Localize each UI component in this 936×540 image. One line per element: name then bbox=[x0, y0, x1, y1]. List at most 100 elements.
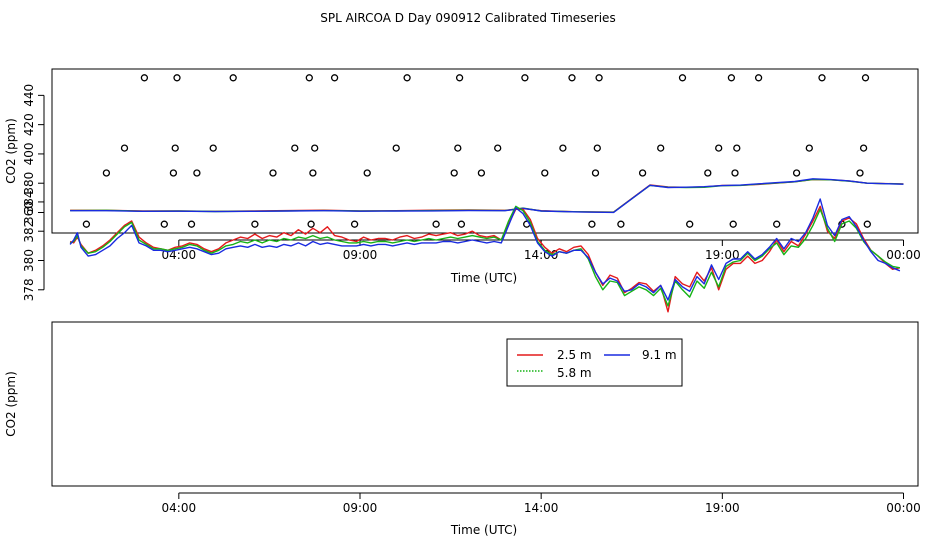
reference-marker bbox=[350, 220, 359, 228]
reference-marker bbox=[193, 169, 201, 177]
reference-marker bbox=[686, 220, 694, 228]
reference-marker bbox=[454, 144, 462, 152]
reference-marker bbox=[863, 220, 871, 228]
reference-marker bbox=[171, 144, 179, 152]
legend-box bbox=[506, 338, 683, 387]
legend-label-2-5m: 2.5 m bbox=[557, 348, 592, 362]
top-y-tick-label: 380 bbox=[22, 172, 36, 195]
reference-marker bbox=[559, 144, 567, 152]
reference-marker bbox=[593, 144, 601, 152]
reference-marker bbox=[754, 74, 763, 82]
legend-label-9-1m: 9.1 m bbox=[642, 348, 677, 362]
reference-marker bbox=[309, 169, 317, 177]
bottom-x-tick-label: 04:00 bbox=[162, 501, 197, 515]
reference-marker bbox=[120, 144, 129, 152]
reference-marker bbox=[773, 220, 781, 228]
bottom-x-tick-label: 14:00 bbox=[524, 501, 559, 515]
bottom-plot-frame bbox=[51, 321, 919, 487]
top-y-axis: 360 380 400 420 440 bbox=[22, 84, 45, 224]
top-y-tick-label: 420 bbox=[22, 113, 36, 136]
reference-marker bbox=[715, 144, 723, 152]
reference-marker bbox=[595, 74, 603, 82]
reference-marker bbox=[450, 169, 458, 177]
top-y-tick-label: 440 bbox=[22, 84, 36, 107]
top-plot-frame bbox=[51, 68, 919, 234]
top-y-tick-label: 400 bbox=[22, 142, 36, 165]
bottom-panel: 04:00 09:00 14:00 19:00 00:00 378 380 382 384 T… bbox=[4, 190, 921, 537]
top-y-tick-label: 360 bbox=[22, 201, 36, 224]
reference-marker bbox=[591, 169, 600, 177]
reference-marker bbox=[494, 144, 502, 152]
top-panel: 04:00 09:00 14:00 19:00 00:00 36038040042044… bbox=[4, 68, 921, 285]
reference-marker bbox=[102, 169, 111, 177]
top-series-group bbox=[70, 178, 904, 214]
bottom-y-label: CO2 (ppm) bbox=[4, 371, 18, 437]
bottom-y-tick-label: 380 bbox=[22, 249, 36, 272]
reference-marker bbox=[187, 220, 196, 228]
bottom-series-group bbox=[69, 198, 901, 313]
top-y-label: CO2 (ppm) bbox=[4, 118, 18, 184]
reference-marker bbox=[733, 144, 741, 152]
figure-title: SPL AIRCOA D Day 090912 Calibrated Times… bbox=[320, 11, 615, 25]
reference-marker bbox=[173, 74, 181, 82]
reference-marker bbox=[541, 169, 549, 177]
reference-marker bbox=[731, 169, 739, 177]
reference-marker bbox=[727, 74, 736, 82]
reference-marker bbox=[160, 220, 168, 228]
reference-marker bbox=[859, 144, 868, 152]
bottom-x-axis: 04:00 09:00 14:00 19:00 00:00 bbox=[162, 492, 921, 515]
reference-marker bbox=[818, 74, 826, 82]
top-marker-group bbox=[82, 74, 871, 228]
reference-marker bbox=[657, 144, 665, 152]
reference-marker bbox=[617, 220, 625, 228]
top-series-5-8-m bbox=[70, 178, 904, 213]
reference-marker bbox=[856, 169, 864, 177]
reference-marker bbox=[455, 74, 464, 82]
reference-marker bbox=[477, 169, 486, 177]
reference-marker bbox=[82, 220, 91, 228]
legend-label-5-8m: 5.8 m bbox=[557, 366, 592, 380]
top-series-2-5-m bbox=[70, 178, 904, 213]
bottom-y-axis: 378 380 382 384 bbox=[22, 190, 45, 301]
reference-marker bbox=[521, 74, 529, 82]
bottom-series-9-1-m bbox=[69, 198, 901, 301]
reference-marker bbox=[251, 220, 259, 228]
reference-marker bbox=[432, 220, 440, 228]
top-x-label: Time (UTC) bbox=[450, 271, 517, 285]
reference-marker bbox=[229, 74, 237, 82]
reference-marker bbox=[861, 74, 870, 82]
bottom-y-tick-label: 382 bbox=[22, 220, 36, 243]
reference-marker bbox=[568, 74, 576, 82]
bottom-x-label: Time (UTC) bbox=[450, 523, 517, 537]
reference-marker bbox=[269, 169, 277, 177]
bottom-series-2-5-m bbox=[69, 205, 901, 313]
reference-marker bbox=[805, 144, 813, 152]
reference-marker bbox=[363, 169, 371, 177]
top-x-tick-label: 09:00 bbox=[343, 248, 378, 262]
top-x-tick-label: 00:00 bbox=[886, 248, 921, 262]
reference-marker bbox=[392, 144, 400, 152]
legend: 2.5 m 9.1 m 5.8 m bbox=[506, 338, 683, 387]
reference-marker bbox=[457, 220, 466, 228]
reference-marker bbox=[307, 220, 315, 228]
bottom-y-tick-label: 378 bbox=[22, 278, 36, 301]
reference-marker bbox=[704, 169, 712, 177]
reference-marker bbox=[729, 220, 737, 228]
reference-marker bbox=[638, 169, 647, 177]
bottom-x-tick-label: 19:00 bbox=[705, 501, 740, 515]
top-x-tick-label: 19:00 bbox=[705, 248, 740, 262]
bottom-x-tick-label: 00:00 bbox=[886, 501, 921, 515]
reference-marker bbox=[291, 144, 299, 152]
reference-marker bbox=[140, 74, 149, 82]
reference-marker bbox=[792, 169, 801, 177]
reference-marker bbox=[169, 169, 178, 177]
top-series-9-1-m bbox=[70, 178, 904, 214]
reference-marker bbox=[305, 74, 313, 82]
bottom-x-tick-label: 09:00 bbox=[343, 501, 378, 515]
reference-marker bbox=[588, 220, 596, 228]
reference-marker bbox=[403, 74, 411, 82]
reference-marker bbox=[311, 144, 319, 152]
reference-marker bbox=[678, 74, 687, 82]
reference-marker bbox=[330, 74, 339, 82]
